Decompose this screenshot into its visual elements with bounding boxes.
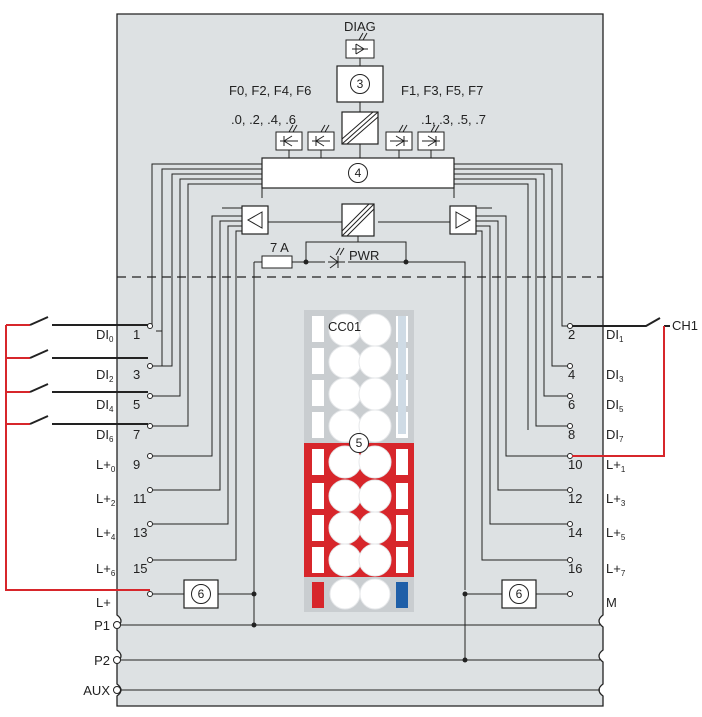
terminal-name-right: DI7 <box>606 427 624 444</box>
external-wiring-left <box>5 316 150 591</box>
leds-right-sub: .1, .3, .5, .7 <box>421 112 487 127</box>
terminal-name-left: L+ <box>96 595 111 610</box>
terminal-name-left: DI0 <box>96 327 114 344</box>
terminal-number-left: 13 <box>133 525 148 540</box>
right-wires <box>454 163 568 430</box>
left-supply-wires <box>152 215 242 561</box>
terminal-name-right: DI1 <box>606 327 624 344</box>
terminal-name-left: L+2 <box>96 491 116 508</box>
connector-label: CC01 <box>328 319 362 334</box>
terminal-name-left: L+0 <box>96 457 116 474</box>
terminal-name-left: L+4 <box>96 525 116 542</box>
external-wiring-right <box>572 317 670 457</box>
right-supply-wires <box>476 215 568 561</box>
terminal-number-left: 15 <box>133 561 148 576</box>
bus-label-p2: P2 <box>94 653 110 668</box>
callout-6-right: 6 <box>509 584 529 604</box>
bus-label-p1: P1 <box>94 618 110 633</box>
terminal-number-left: 3 <box>133 367 141 382</box>
terminal-name-right: M <box>606 595 617 610</box>
bus-label-aux: AUX <box>83 683 110 698</box>
diag-label: DIAG <box>344 19 376 34</box>
terminal-name-right: L+1 <box>606 457 626 474</box>
terminal-number-left: 7 <box>133 427 141 442</box>
pwr-label: PWR <box>349 248 380 263</box>
terminal-number-right: 16 <box>568 561 583 576</box>
terminal-name-right: DI5 <box>606 397 624 414</box>
leds-right-title: F1, F3, F5, F7 <box>401 83 484 98</box>
terminal-name-left: DI6 <box>96 427 114 444</box>
connector-cc01 <box>304 310 414 612</box>
terminal-number-right: 10 <box>568 457 583 472</box>
terminal-number-right: 12 <box>568 491 583 506</box>
leds-left-sub: .0, .2, .4, .6 <box>231 112 297 127</box>
pwr-circuit <box>253 236 466 625</box>
callout-4: 4 <box>348 163 368 183</box>
callout-6-left: 6 <box>191 584 211 604</box>
terminal-name-right: L+3 <box>606 491 626 508</box>
terminal-number-right: 2 <box>568 327 576 342</box>
terminal-dots <box>147 323 573 597</box>
terminal-number-left: 1 <box>133 327 141 342</box>
terminal-number-left: 9 <box>133 457 141 472</box>
terminal-number-right: 8 <box>568 427 576 442</box>
left-wires <box>151 163 262 427</box>
terminal-name-left: DI2 <box>96 367 114 384</box>
fuse-label: 7 A <box>270 240 289 255</box>
driver-rail <box>261 188 455 198</box>
callout-3: 3 <box>350 74 370 94</box>
terminal-number-right: 6 <box>568 397 576 412</box>
terminal-name-left: DI4 <box>96 397 114 414</box>
terminal-number-left: 11 <box>133 491 147 506</box>
terminal-number-left: 5 <box>133 397 141 412</box>
terminal-number-right: 14 <box>568 525 583 540</box>
callout-5: 5 <box>349 433 369 453</box>
terminal-name-left: L+6 <box>96 561 116 578</box>
terminal-name-right: L+7 <box>606 561 626 578</box>
leds-left-title: F0, F2, F4, F6 <box>229 83 312 98</box>
terminal-name-right: DI3 <box>606 367 624 384</box>
ch1-label: CH1 <box>672 318 699 333</box>
diag-led <box>345 32 375 59</box>
terminal-number-right: 4 <box>568 367 576 382</box>
terminal-name-right: L+5 <box>606 525 626 542</box>
diag-block <box>336 65 384 103</box>
status-leds <box>275 124 445 158</box>
